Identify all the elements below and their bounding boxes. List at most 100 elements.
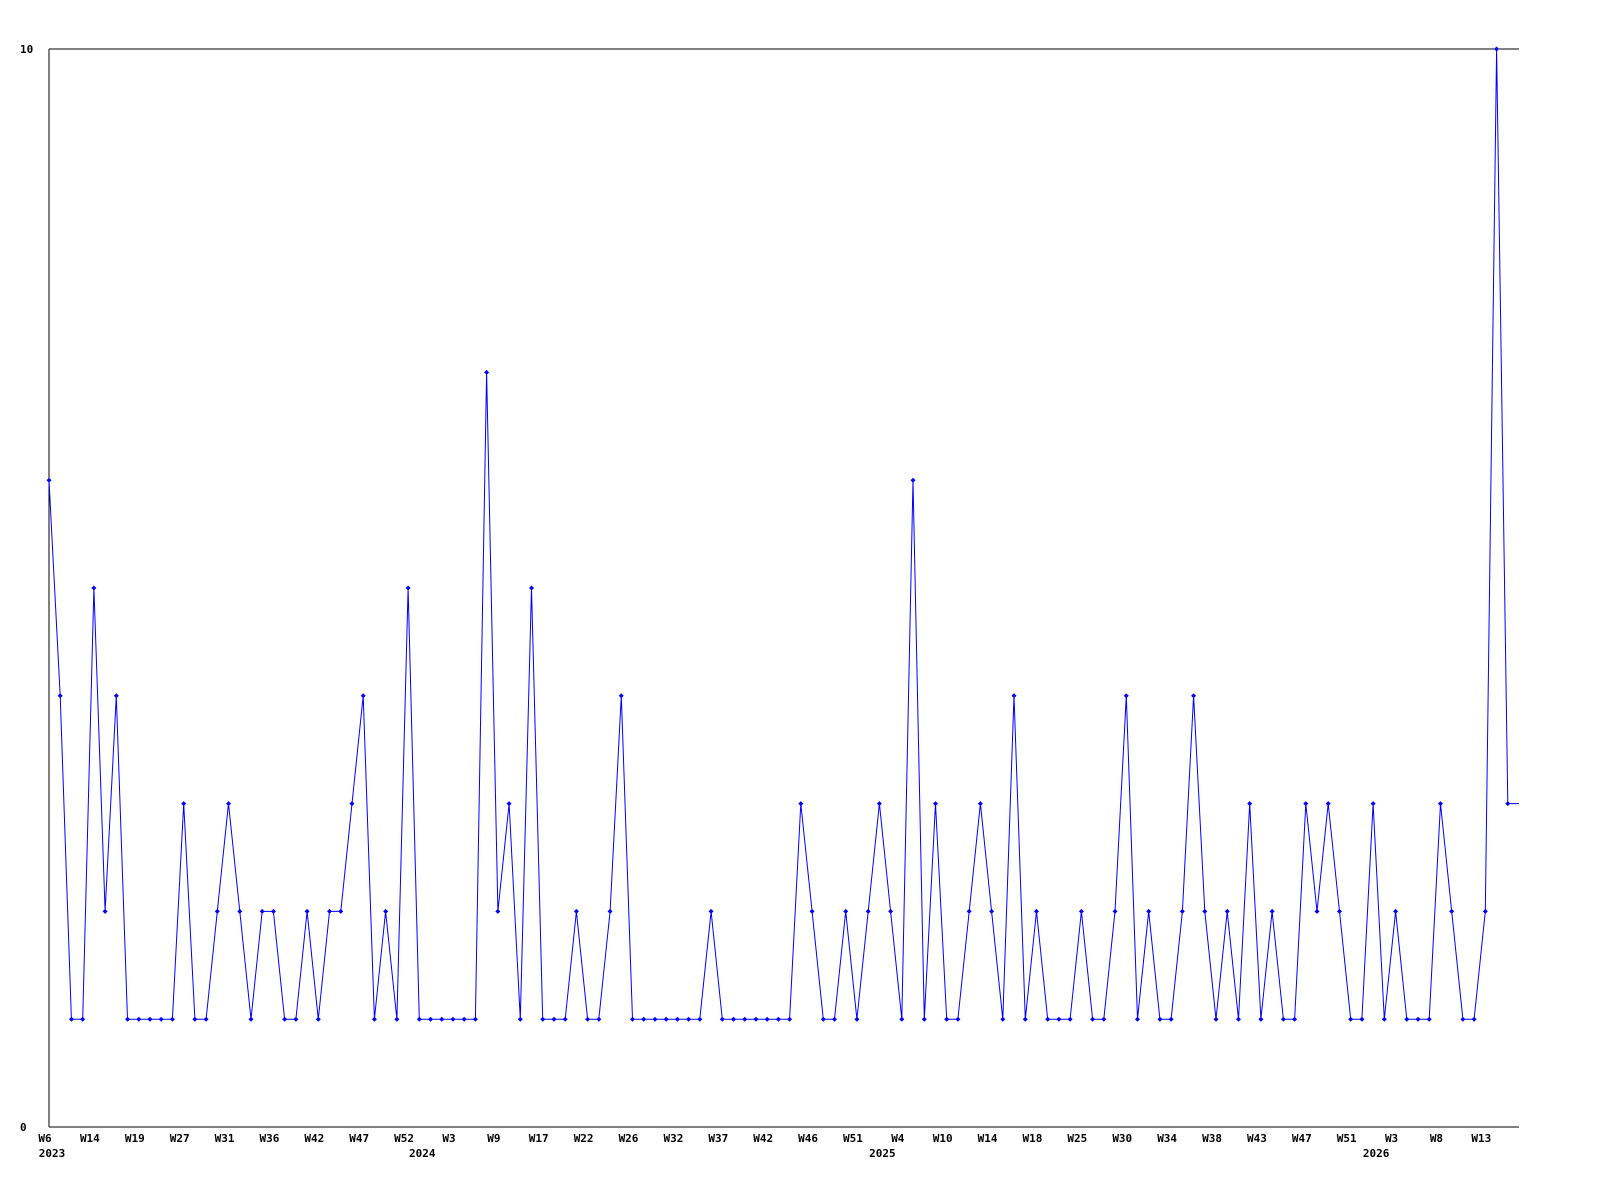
data-point bbox=[831, 1016, 837, 1022]
data-point bbox=[349, 801, 355, 807]
data-point bbox=[68, 1016, 74, 1022]
year-label: 2026 bbox=[1363, 1147, 1390, 1160]
data-point bbox=[585, 1016, 591, 1022]
data-point bbox=[1213, 1016, 1219, 1022]
data-point bbox=[1045, 1016, 1051, 1022]
data-point bbox=[1090, 1016, 1096, 1022]
data-point bbox=[865, 908, 871, 914]
x-tick-label: W31 bbox=[215, 1132, 235, 1145]
x-tick-label: W17 bbox=[529, 1132, 549, 1145]
data-point bbox=[203, 1016, 209, 1022]
data-point bbox=[1269, 908, 1275, 914]
data-point bbox=[977, 801, 983, 807]
data-point bbox=[91, 585, 97, 591]
x-tick-label: W25 bbox=[1067, 1132, 1087, 1145]
data-point bbox=[1235, 1016, 1241, 1022]
data-point bbox=[472, 1016, 478, 1022]
data-point bbox=[764, 1016, 770, 1022]
data-point bbox=[158, 1016, 164, 1022]
data-point bbox=[1078, 908, 1084, 914]
data-point bbox=[1404, 1016, 1410, 1022]
data-point bbox=[876, 801, 882, 807]
x-tick-label: W51 bbox=[843, 1132, 863, 1145]
data-point bbox=[1292, 1016, 1298, 1022]
x-tick-label: W4 bbox=[891, 1132, 905, 1145]
data-point bbox=[1280, 1016, 1286, 1022]
data-point bbox=[293, 1016, 299, 1022]
data-point bbox=[686, 1016, 692, 1022]
x-tick-label: W36 bbox=[259, 1132, 279, 1145]
data-point bbox=[147, 1016, 153, 1022]
data-point bbox=[259, 908, 265, 914]
data-point bbox=[405, 585, 411, 591]
data-point bbox=[921, 1016, 927, 1022]
series-line-group bbox=[46, 46, 1519, 1022]
data-point bbox=[529, 585, 535, 591]
data-point bbox=[1000, 1016, 1006, 1022]
data-point bbox=[57, 693, 63, 699]
data-point bbox=[1494, 46, 1500, 52]
data-point bbox=[596, 1016, 602, 1022]
data-point bbox=[989, 908, 995, 914]
data-point bbox=[113, 693, 119, 699]
data-point bbox=[248, 1016, 254, 1022]
data-point bbox=[742, 1016, 748, 1022]
data-point bbox=[102, 908, 108, 914]
data-point bbox=[1303, 801, 1309, 807]
data-point bbox=[1123, 693, 1129, 699]
x-tick-label: W13 bbox=[1471, 1132, 1491, 1145]
data-point bbox=[1505, 801, 1511, 807]
x-tick-label: W14 bbox=[978, 1132, 998, 1145]
data-point bbox=[428, 1016, 434, 1022]
data-point bbox=[551, 1016, 557, 1022]
data-point bbox=[798, 801, 804, 807]
data-point bbox=[1460, 1016, 1466, 1022]
year-label: 2024 bbox=[409, 1147, 436, 1160]
data-point bbox=[820, 1016, 826, 1022]
x-tick-label: W52 bbox=[394, 1132, 414, 1145]
data-point bbox=[1449, 908, 1455, 914]
data-point bbox=[1336, 908, 1342, 914]
data-point bbox=[719, 1016, 725, 1022]
data-point bbox=[1101, 1016, 1107, 1022]
x-tick-label: W26 bbox=[619, 1132, 639, 1145]
x-tick-label: W14 bbox=[80, 1132, 100, 1145]
data-point bbox=[630, 1016, 636, 1022]
x-tick-label: W37 bbox=[708, 1132, 728, 1145]
data-point bbox=[1471, 1016, 1477, 1022]
data-point bbox=[495, 908, 501, 914]
data-point bbox=[775, 1016, 781, 1022]
data-point bbox=[1348, 1016, 1354, 1022]
x-tick-label: W42 bbox=[753, 1132, 773, 1145]
data-point bbox=[652, 1016, 658, 1022]
data-point bbox=[854, 1016, 860, 1022]
x-tick-label: W18 bbox=[1023, 1132, 1043, 1145]
data-point bbox=[270, 908, 276, 914]
data-point bbox=[461, 1016, 467, 1022]
data-point bbox=[327, 908, 333, 914]
data-point bbox=[1179, 908, 1185, 914]
x-tick-label: W51 bbox=[1337, 1132, 1357, 1145]
data-point bbox=[315, 1016, 321, 1022]
x-tick-label: W47 bbox=[1292, 1132, 1312, 1145]
x-tick-label: W34 bbox=[1157, 1132, 1177, 1145]
data-point bbox=[1247, 801, 1253, 807]
data-point bbox=[540, 1016, 546, 1022]
x-tick-label: W9 bbox=[487, 1132, 500, 1145]
x-tick-label: W30 bbox=[1112, 1132, 1132, 1145]
x-tick-label: W6 bbox=[38, 1132, 52, 1145]
x-tick-labels: W6 W14 W19 W27 W31 W36 W42 W47 W52 W3 W9 W17 W22 W26 W… bbox=[38, 1132, 1491, 1160]
data-point bbox=[226, 801, 232, 807]
data-point bbox=[1258, 1016, 1264, 1022]
data-point bbox=[506, 801, 512, 807]
data-point bbox=[888, 908, 894, 914]
data-point bbox=[843, 908, 849, 914]
data-point bbox=[192, 1016, 198, 1022]
data-point bbox=[1314, 908, 1320, 914]
data-point bbox=[304, 908, 310, 914]
x-tick-label: W3 bbox=[442, 1132, 455, 1145]
data-point bbox=[899, 1016, 905, 1022]
data-point bbox=[562, 1016, 568, 1022]
data-point bbox=[1325, 801, 1331, 807]
